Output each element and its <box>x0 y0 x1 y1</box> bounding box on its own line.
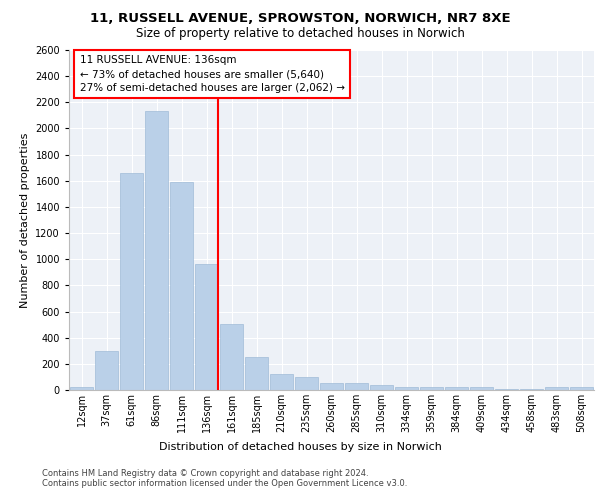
Bar <box>320 384 343 390</box>
Bar <box>395 388 418 390</box>
Bar <box>545 388 568 390</box>
Text: Size of property relative to detached houses in Norwich: Size of property relative to detached ho… <box>136 28 464 40</box>
Bar <box>420 388 443 390</box>
Bar <box>270 374 293 390</box>
Bar <box>245 358 268 390</box>
Bar <box>295 377 318 390</box>
Bar <box>120 173 143 390</box>
Y-axis label: Number of detached properties: Number of detached properties <box>20 132 29 308</box>
Bar <box>95 351 118 390</box>
Bar <box>345 384 368 390</box>
Bar <box>445 388 468 390</box>
Text: 11, RUSSELL AVENUE, SPROWSTON, NORWICH, NR7 8XE: 11, RUSSELL AVENUE, SPROWSTON, NORWICH, … <box>89 12 511 26</box>
Bar <box>170 182 193 390</box>
Text: Contains public sector information licensed under the Open Government Licence v3: Contains public sector information licen… <box>42 478 407 488</box>
Text: Contains HM Land Registry data © Crown copyright and database right 2024.: Contains HM Land Registry data © Crown c… <box>42 468 368 477</box>
Bar <box>570 386 593 390</box>
Bar <box>370 386 393 390</box>
Bar <box>70 386 93 390</box>
Bar <box>145 112 168 390</box>
Bar <box>470 388 493 390</box>
Text: 11 RUSSELL AVENUE: 136sqm
← 73% of detached houses are smaller (5,640)
27% of se: 11 RUSSELL AVENUE: 136sqm ← 73% of detac… <box>79 55 344 93</box>
Text: Distribution of detached houses by size in Norwich: Distribution of detached houses by size … <box>158 442 442 452</box>
Bar <box>220 324 243 390</box>
Bar <box>195 264 218 390</box>
